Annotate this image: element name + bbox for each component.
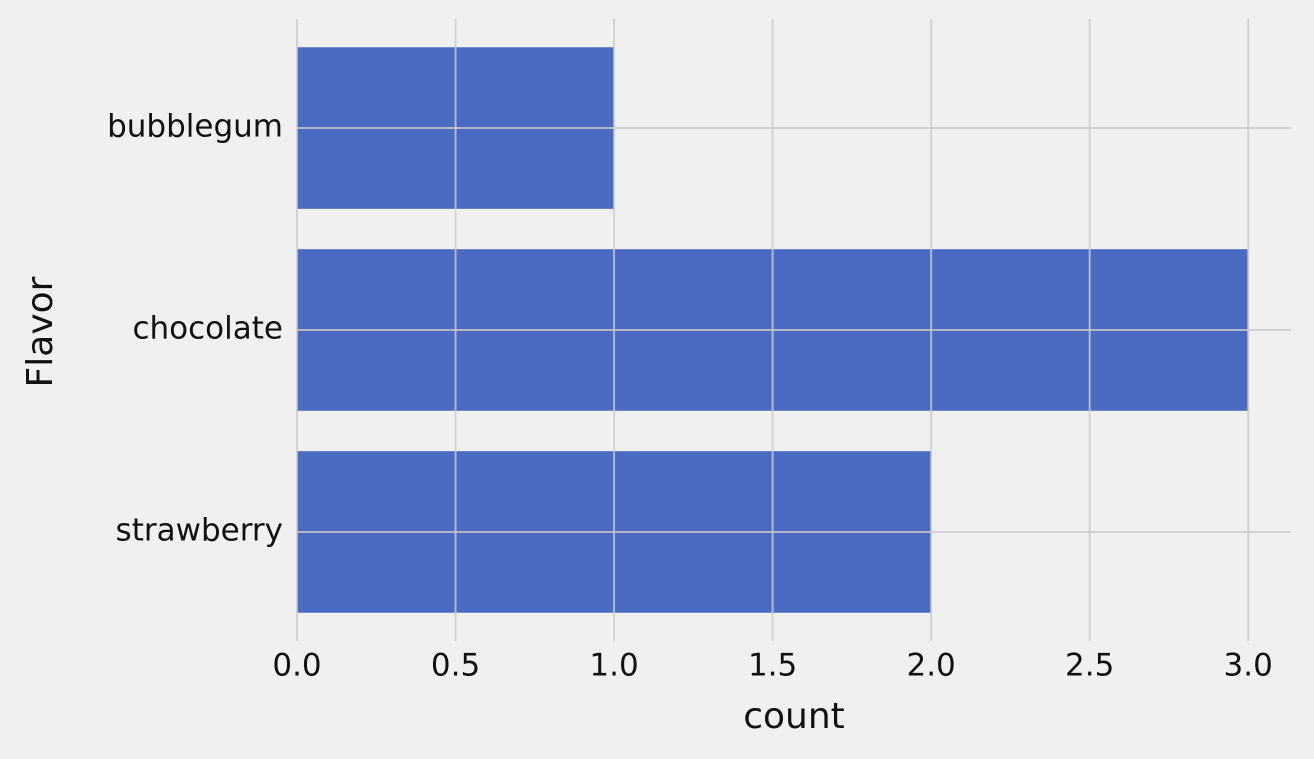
y-tick-label: chocolate <box>132 311 283 347</box>
y-tick-label: strawberry <box>116 512 283 548</box>
x-tick-label: 3.0 <box>1224 648 1273 684</box>
x-tick-label: 1.0 <box>589 648 638 684</box>
x-tick-label: 0.0 <box>272 648 321 684</box>
x-tick-label: 2.0 <box>906 648 955 684</box>
x-axis-label: count <box>743 696 845 737</box>
y-tick-label: bubblegum <box>107 109 283 145</box>
x-tick-label: 0.5 <box>431 648 480 684</box>
y-axis-label: Flavor <box>20 276 61 387</box>
x-tick-label: 1.5 <box>748 648 797 684</box>
x-tick-label: 2.5 <box>1065 648 1114 684</box>
